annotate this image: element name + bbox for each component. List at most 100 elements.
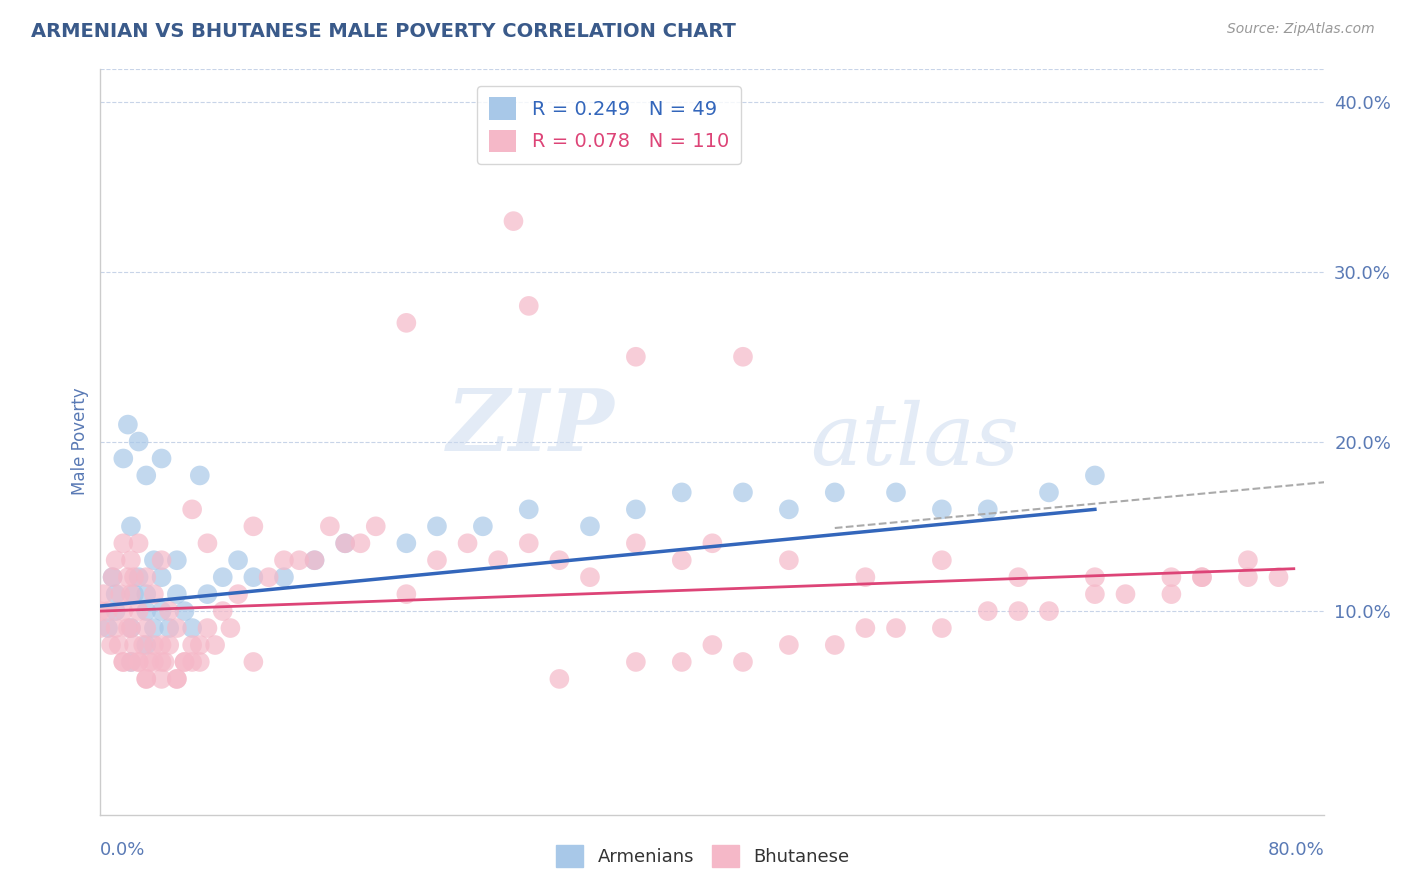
Point <box>1267 570 1289 584</box>
Point <box>150 570 173 584</box>
Point <box>548 553 571 567</box>
Point <box>142 587 165 601</box>
Point <box>211 570 233 584</box>
Point <box>104 604 127 618</box>
Point <box>150 638 173 652</box>
Point <box>395 587 418 601</box>
Point <box>548 672 571 686</box>
Point <box>853 570 876 584</box>
Point <box>135 587 157 601</box>
Point <box>104 553 127 567</box>
Point <box>197 621 219 635</box>
Point <box>226 553 249 567</box>
Point <box>273 570 295 584</box>
Point <box>884 485 907 500</box>
Point <box>731 350 754 364</box>
Point <box>426 519 449 533</box>
Point <box>142 655 165 669</box>
Point <box>671 485 693 500</box>
Point <box>120 587 142 601</box>
Point <box>122 638 145 652</box>
Point <box>211 604 233 618</box>
Point <box>89 604 111 618</box>
Text: ZIP: ZIP <box>447 384 614 468</box>
Point <box>135 638 157 652</box>
Point <box>731 655 754 669</box>
Point <box>120 519 142 533</box>
Point <box>173 655 195 669</box>
Point <box>128 655 150 669</box>
Point <box>101 570 124 584</box>
Point <box>242 655 264 669</box>
Legend: Armenians, Bhutanese: Armenians, Bhutanese <box>548 838 858 874</box>
Point <box>112 604 135 618</box>
Point <box>931 621 953 635</box>
Point <box>702 638 724 652</box>
Point <box>157 638 180 652</box>
Point <box>120 655 142 669</box>
Point <box>150 451 173 466</box>
Point <box>128 604 150 618</box>
Point <box>120 621 142 635</box>
Point <box>349 536 371 550</box>
Point <box>107 638 129 652</box>
Point <box>1007 604 1029 618</box>
Point <box>333 536 356 550</box>
Point <box>1084 570 1107 584</box>
Point <box>166 621 188 635</box>
Point <box>157 621 180 635</box>
Point <box>1191 570 1213 584</box>
Point <box>884 621 907 635</box>
Point <box>128 434 150 449</box>
Point <box>1191 570 1213 584</box>
Point <box>128 655 150 669</box>
Point <box>1007 570 1029 584</box>
Point <box>1038 604 1060 618</box>
Text: Source: ZipAtlas.com: Source: ZipAtlas.com <box>1227 22 1375 37</box>
Point <box>304 553 326 567</box>
Point <box>100 638 122 652</box>
Point <box>120 655 142 669</box>
Point <box>517 299 540 313</box>
Legend: R = 0.249   N = 49, R = 0.078   N = 110: R = 0.249 N = 49, R = 0.078 N = 110 <box>477 86 741 163</box>
Point <box>778 553 800 567</box>
Point <box>977 502 1000 516</box>
Text: 0.0%: 0.0% <box>100 840 146 859</box>
Point <box>977 604 1000 618</box>
Point <box>135 672 157 686</box>
Point <box>197 536 219 550</box>
Point <box>1084 587 1107 601</box>
Point <box>97 621 120 635</box>
Point <box>364 519 387 533</box>
Point <box>135 621 157 635</box>
Point <box>150 553 173 567</box>
Point <box>1160 570 1182 584</box>
Point <box>181 621 204 635</box>
Point <box>671 655 693 669</box>
Point <box>624 655 647 669</box>
Point <box>157 604 180 618</box>
Point <box>110 587 132 601</box>
Point <box>257 570 280 584</box>
Point <box>395 536 418 550</box>
Point <box>101 570 124 584</box>
Point <box>517 536 540 550</box>
Point <box>242 519 264 533</box>
Point <box>288 553 311 567</box>
Point <box>1084 468 1107 483</box>
Point <box>242 570 264 584</box>
Point <box>1038 485 1060 500</box>
Point <box>93 587 115 601</box>
Point <box>853 621 876 635</box>
Point <box>122 570 145 584</box>
Point <box>1237 570 1260 584</box>
Point <box>135 604 157 618</box>
Point <box>97 604 120 618</box>
Point <box>273 553 295 567</box>
Point <box>132 638 155 652</box>
Point <box>226 587 249 601</box>
Point <box>112 536 135 550</box>
Point <box>486 553 509 567</box>
Point <box>778 502 800 516</box>
Point <box>166 553 188 567</box>
